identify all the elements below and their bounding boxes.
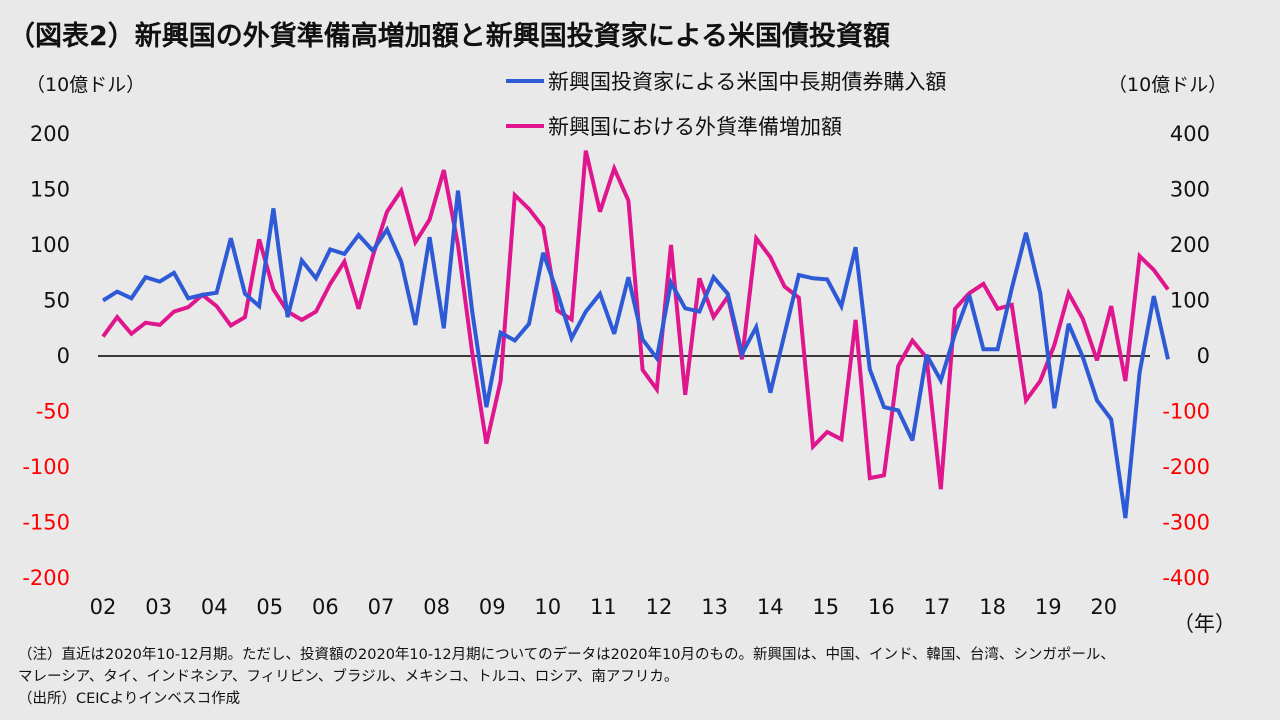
x-tick-label: 14 bbox=[757, 595, 784, 619]
source-note: （出所）CEICよりインベスコ作成 bbox=[18, 691, 241, 707]
series-lines bbox=[101, 150, 1170, 519]
right-tick-label: -100 bbox=[1162, 400, 1210, 424]
left-tick-label: 100 bbox=[30, 233, 70, 257]
legend-label-magenta: 新興国における外貨準備増加額 bbox=[548, 115, 842, 139]
right-tick-label: 0 bbox=[1197, 344, 1210, 368]
left-tick-label: 50 bbox=[43, 289, 70, 313]
x-tick-label: 13 bbox=[701, 595, 728, 619]
x-tick-label: 18 bbox=[979, 595, 1006, 619]
left-axis-unit: （10億ドル） bbox=[26, 74, 146, 96]
x-tick-label: 19 bbox=[1035, 595, 1062, 619]
x-tick-label: 06 bbox=[312, 595, 339, 619]
x-tick-label: 12 bbox=[646, 595, 673, 619]
right-tick-label: -400 bbox=[1162, 566, 1210, 590]
legend-label-blue: 新興国投資家による米国中長期債券購入額 bbox=[548, 70, 946, 94]
right-axis-unit: （10億ドル） bbox=[1108, 74, 1228, 96]
left-tick-label: -200 bbox=[22, 566, 70, 590]
right-tick-label: -300 bbox=[1162, 511, 1210, 535]
chart-title: （図表2）新興国の外貨準備高増加額と新興国投資家による米国債投資額 bbox=[8, 21, 890, 52]
x-tick-label: 17 bbox=[924, 595, 951, 619]
left-tick-label: 200 bbox=[30, 122, 70, 146]
note-line-2: マレーシア、タイ、インドネシア、フィリピン、ブラジル、メキシコ、トルコ、ロシア、… bbox=[18, 669, 679, 685]
right-axis-ticks: 400 300 200 100 0 -100 -200 -300 -400 bbox=[1162, 122, 1210, 590]
x-tick-label: 04 bbox=[201, 595, 228, 619]
x-tick-label: 10 bbox=[534, 595, 561, 619]
right-tick-label: 200 bbox=[1170, 233, 1210, 257]
left-tick-label: 0 bbox=[57, 344, 70, 368]
right-tick-label: 100 bbox=[1170, 289, 1210, 313]
x-tick-label: 11 bbox=[590, 595, 617, 619]
series-line-magenta bbox=[101, 150, 1170, 490]
left-tick-label: -100 bbox=[22, 455, 70, 479]
left-tick-label: -50 bbox=[36, 400, 70, 424]
legend: 新興国投資家による米国中長期債券購入額 新興国における外貨準備増加額 bbox=[506, 70, 946, 139]
left-axis-ticks: 200 150 100 50 0 -50 -100 -150 -200 bbox=[22, 122, 70, 590]
x-tick-label: 15 bbox=[812, 595, 839, 619]
left-tick-label: 150 bbox=[30, 178, 70, 202]
x-tick-label: 07 bbox=[368, 595, 395, 619]
x-tick-label: 16 bbox=[868, 595, 895, 619]
x-tick-label: 08 bbox=[423, 595, 450, 619]
x-tick-label: 03 bbox=[145, 595, 172, 619]
right-tick-label: 400 bbox=[1170, 122, 1210, 146]
series-line-blue bbox=[101, 190, 1170, 519]
note-line-1: （注）直近は2020年10-12月期。ただし、投資額の2020年10-12月期に… bbox=[18, 647, 1115, 663]
right-tick-label: -200 bbox=[1162, 455, 1210, 479]
x-axis-ticks: 02 03 04 05 06 07 08 09 10 11 12 13 14 15 16 17 18 19 20 bbox=[90, 595, 1118, 619]
x-tick-label: 20 bbox=[1090, 595, 1117, 619]
year-suffix: （年） bbox=[1173, 612, 1236, 636]
x-tick-label: 09 bbox=[479, 595, 506, 619]
right-tick-label: 300 bbox=[1170, 178, 1210, 202]
x-tick-label: 05 bbox=[256, 595, 283, 619]
left-tick-label: -150 bbox=[22, 511, 70, 535]
x-tick-label: 02 bbox=[90, 595, 117, 619]
